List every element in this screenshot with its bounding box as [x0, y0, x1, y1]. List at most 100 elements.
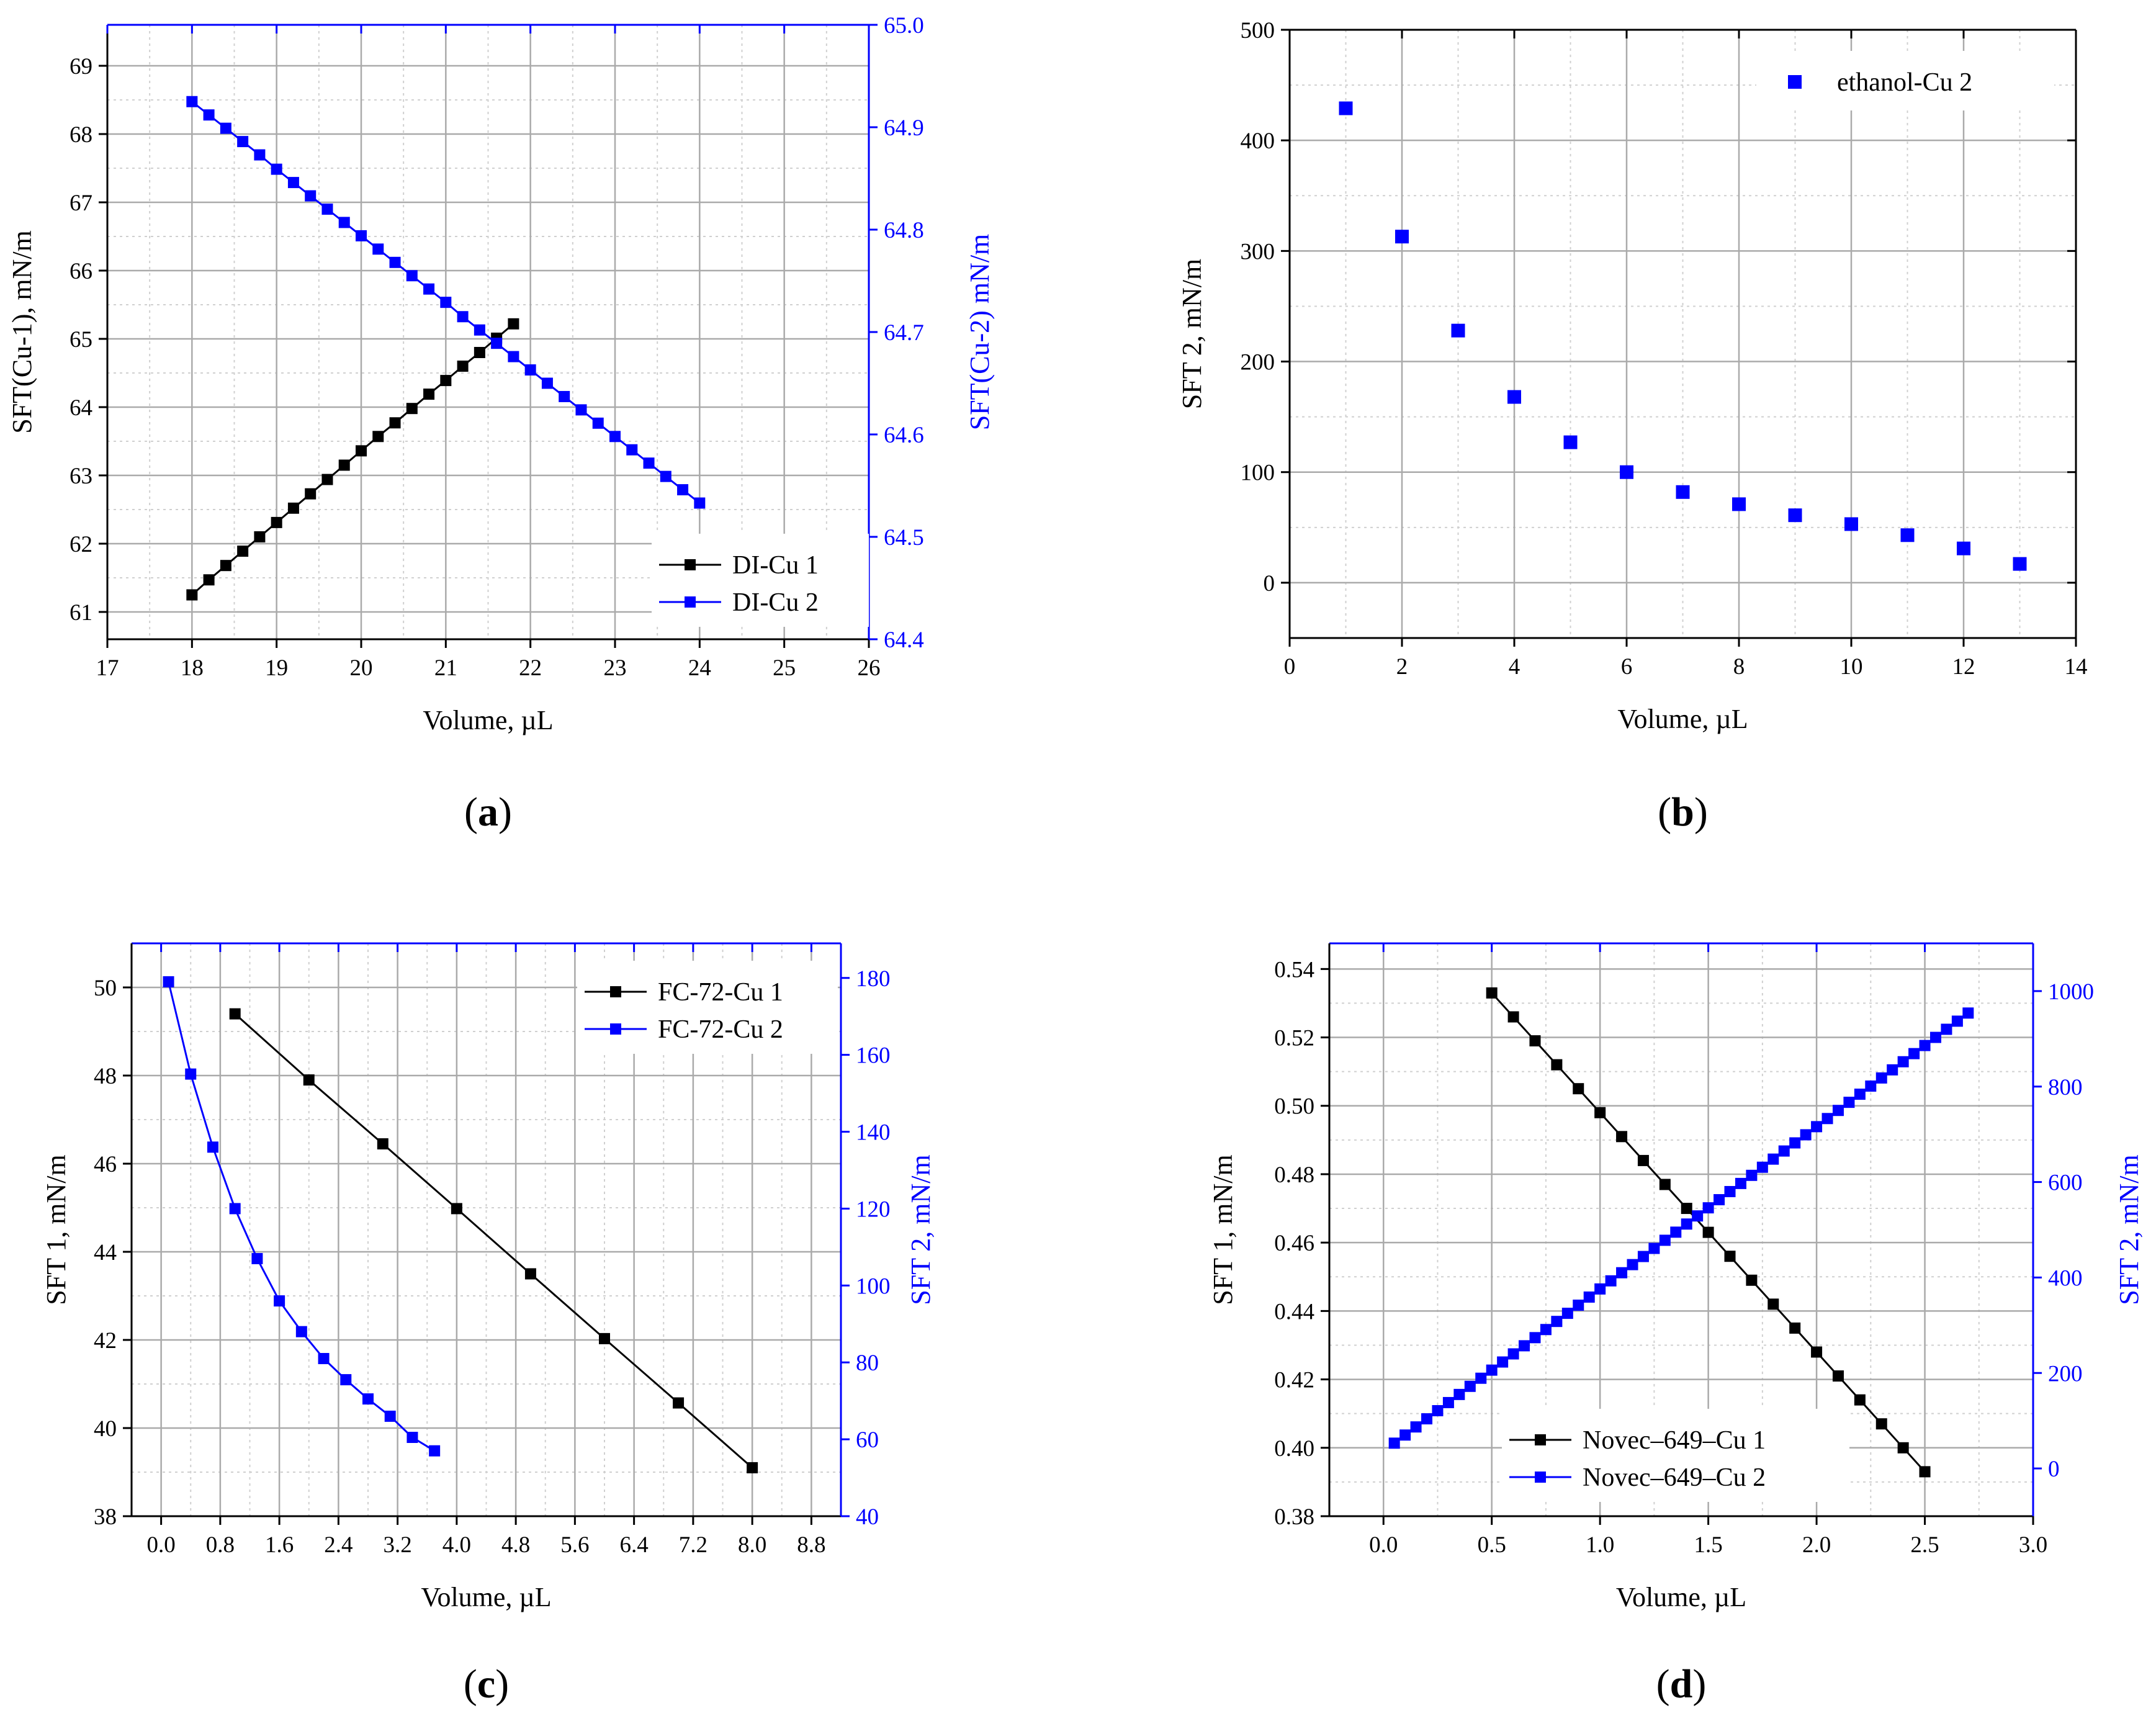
data-point — [1724, 1185, 1736, 1197]
data-point — [474, 347, 485, 358]
data-point — [1732, 497, 1746, 511]
panel-label-close: ) — [1692, 1661, 1706, 1707]
panel-a: 17 18 19 20 21 22 23 24 25 26 61 62 63 64 65 66 67 68 69 64… — [7, 13, 995, 835]
data-point — [1442, 1396, 1454, 1408]
data-point — [1605, 1275, 1617, 1287]
data-point — [423, 389, 435, 400]
data-point — [1594, 1283, 1606, 1295]
legend-box — [652, 534, 869, 627]
series-0 — [186, 318, 519, 601]
data-point — [362, 1393, 374, 1405]
x-tick-label: 23 — [604, 655, 627, 681]
x-tick-label: 25 — [773, 655, 796, 681]
data-point — [185, 1068, 197, 1080]
y-right-axis-title: SFT 2, mN/m — [905, 1154, 936, 1305]
data-point — [660, 470, 672, 482]
y-right-tick-label: 0 — [2048, 1457, 2060, 1482]
x-tick-label: 5.6 — [560, 1532, 589, 1558]
data-point — [1453, 1388, 1465, 1400]
grid — [106, 25, 870, 639]
x-axis-title: Volume, µL — [1616, 1582, 1746, 1612]
data-point — [1908, 1048, 1920, 1059]
data-point — [295, 1326, 307, 1337]
y-right-tick-label: 65.0 — [884, 13, 924, 38]
legend-label: Novec–649–Cu 1 — [1583, 1426, 1766, 1455]
legend-marker — [610, 1023, 621, 1035]
grid — [1288, 29, 2077, 638]
data-point — [1735, 1177, 1746, 1189]
data-point — [474, 324, 485, 336]
data-point — [1789, 1137, 1801, 1149]
data-point — [338, 217, 350, 228]
data-point — [1583, 1291, 1595, 1303]
data-point — [1919, 1040, 1931, 1051]
data-point — [1746, 1169, 1758, 1181]
x-axis-title: Volume, µL — [423, 705, 553, 735]
y-right-tick-label: 180 — [856, 966, 891, 992]
data-point — [1676, 485, 1690, 499]
data-point — [673, 1397, 685, 1409]
y-right-tick-label: 64.9 — [884, 115, 924, 141]
data-point — [251, 1252, 263, 1264]
data-point — [1811, 1346, 1823, 1358]
x-tick-label: 0 — [1284, 654, 1296, 680]
y-tick-label: 0 — [1264, 571, 1275, 596]
data-point — [747, 1462, 758, 1473]
x-tick-label: 4 — [1509, 654, 1520, 680]
data-point — [599, 1332, 610, 1344]
x-tick-label: 2.4 — [324, 1532, 353, 1558]
data-point — [1573, 1083, 1584, 1095]
data-point — [1957, 541, 1970, 555]
y-tick-label: 67 — [70, 191, 92, 216]
data-point — [1339, 101, 1353, 115]
data-point — [1627, 1259, 1638, 1270]
legend: Novec–649–Cu 1 Novec–649–Cu 2 — [1502, 1409, 1849, 1502]
data-point — [1875, 1072, 1887, 1084]
y-axis-title: SFT 1, mN/m — [41, 1154, 71, 1305]
data-point — [1778, 1145, 1790, 1157]
series-1 — [1388, 1007, 1974, 1449]
data-point — [1811, 1121, 1823, 1133]
x-tick-label: 1.6 — [265, 1532, 294, 1558]
data-point — [1832, 1370, 1844, 1382]
data-point — [1464, 1380, 1476, 1392]
data-point — [220, 560, 231, 572]
panel-label-open: ( — [1658, 789, 1671, 835]
y-right-tick-label: 64.8 — [884, 218, 924, 243]
data-point — [287, 177, 299, 189]
data-point — [1887, 1064, 1898, 1076]
x-tick-label: 19 — [265, 655, 288, 681]
data-point — [677, 484, 689, 496]
y-tick-label: 0.42 — [1274, 1368, 1314, 1393]
series-0 — [1339, 101, 2027, 571]
y-tick-label: 42 — [94, 1328, 117, 1354]
panel-label: (a) — [464, 789, 512, 835]
data-point — [1789, 1322, 1801, 1334]
data-point — [1540, 1324, 1552, 1336]
panel-b: 0 2 4 6 8 10 12 14 0 100 200 300 400 500 Volume, µL SFT… — [1177, 18, 2088, 835]
x-tick-label: 1.0 — [1586, 1532, 1614, 1558]
y-tick-label: 0.38 — [1274, 1504, 1314, 1530]
data-point — [1529, 1035, 1541, 1047]
x-tick-label: 8 — [1733, 654, 1745, 680]
legend-label: FC-72-Cu 1 — [658, 978, 783, 1007]
data-point — [508, 351, 519, 362]
data-point — [1637, 1154, 1649, 1166]
x-tick-label: 18 — [181, 655, 204, 681]
y-right-tick-label: 64.5 — [884, 525, 924, 550]
y-tick-label: 0.52 — [1274, 1026, 1314, 1051]
y-right-tick-label: 160 — [856, 1043, 891, 1069]
x-tick-label: 17 — [96, 655, 119, 681]
data-point — [406, 1432, 418, 1444]
data-point — [1854, 1394, 1866, 1406]
data-point — [1767, 1298, 1779, 1310]
x-tick-label: 24 — [688, 655, 711, 681]
y-tick-label: 400 — [1241, 128, 1275, 154]
data-point — [1756, 1161, 1768, 1173]
data-point — [1702, 1226, 1714, 1238]
data-point — [541, 377, 553, 389]
legend-marker — [685, 596, 696, 608]
data-point — [1897, 1442, 1909, 1454]
y-tick-label: 66 — [70, 259, 92, 284]
